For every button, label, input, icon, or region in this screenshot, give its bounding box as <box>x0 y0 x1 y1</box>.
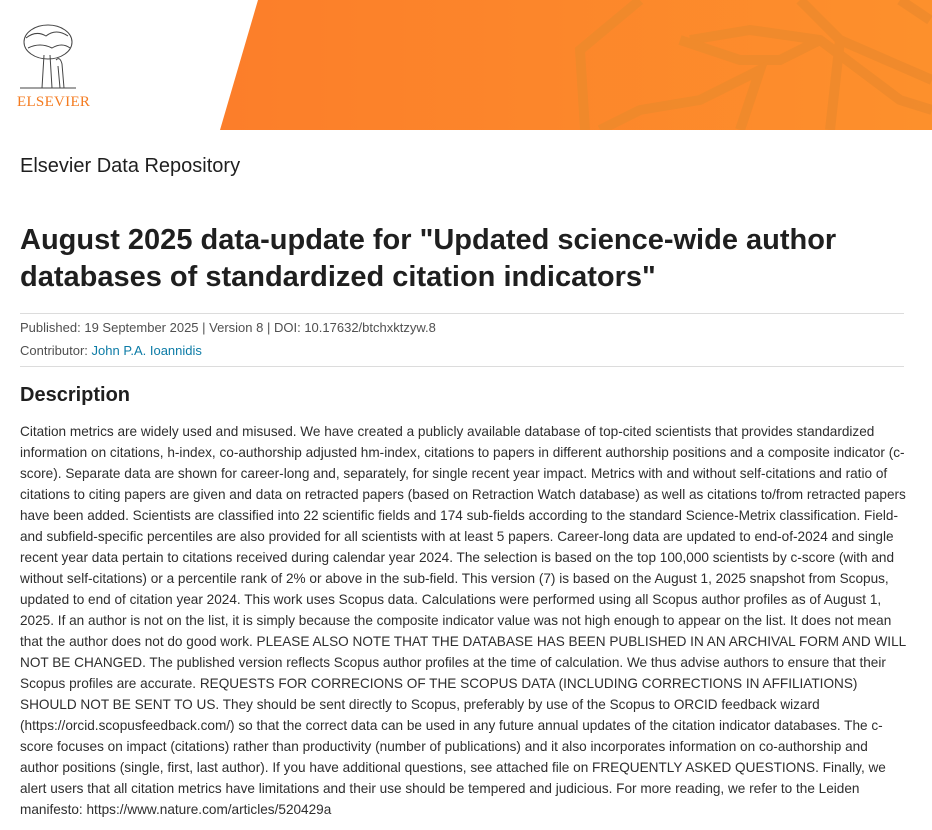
divider <box>20 366 904 367</box>
published-label: Published: <box>20 320 81 335</box>
publication-info: Published: 19 September 2025 | Version 8… <box>20 320 436 335</box>
version: Version 8 <box>209 320 264 335</box>
description-heading: Description <box>20 384 131 406</box>
divider <box>20 313 904 314</box>
doi-label: DOI: <box>273 320 301 335</box>
contributor-link[interactable]: John P.A. Ioannidis <box>91 343 202 358</box>
doi: 10.17632/btchxktzyw.8 <box>304 320 436 335</box>
contributor-label: Contributor: <box>20 343 88 358</box>
repository-name[interactable]: Elsevier Data Repository <box>20 155 241 177</box>
elsevier-tree-logo <box>20 24 76 89</box>
header-banner <box>220 0 932 130</box>
elsevier-wordmark: ELSEVIER <box>17 94 91 110</box>
contributor-info: Contributor: John P.A. Ioannidis <box>20 343 202 358</box>
published-date: 19 September 2025 <box>84 320 199 335</box>
description-text: Citation metrics are widely used and mis… <box>20 424 906 817</box>
page-title: August 2025 data-update for "Updated sci… <box>20 224 837 293</box>
